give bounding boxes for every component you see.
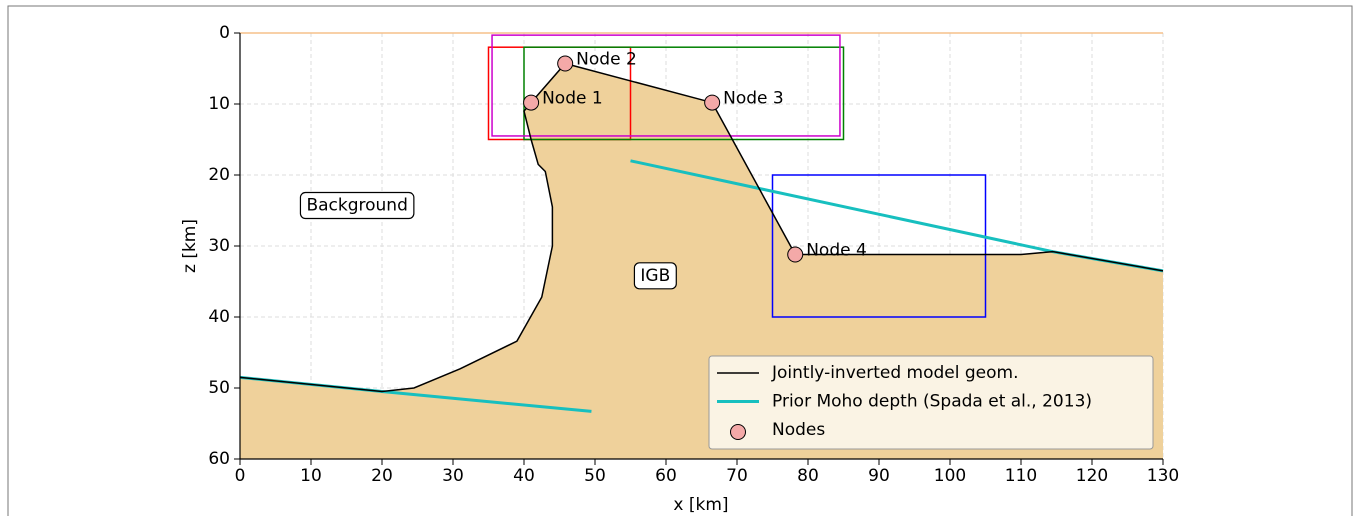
node bbox=[523, 94, 540, 111]
figure-frame bbox=[7, 5, 1353, 516]
node-label: Node 3 bbox=[723, 89, 784, 109]
node bbox=[557, 55, 574, 72]
node-label: Node 2 bbox=[576, 50, 637, 70]
node-label: Node 1 bbox=[542, 89, 603, 109]
legend-label: Prior Moho depth (Spada et al., 2013) bbox=[772, 392, 1092, 412]
node bbox=[787, 246, 804, 263]
y-tick-label: 30 bbox=[208, 236, 230, 256]
x-tick-label: 20 bbox=[371, 466, 393, 486]
annotation-box bbox=[633, 262, 677, 290]
y-tick-label: 10 bbox=[208, 94, 230, 114]
legend-swatch bbox=[730, 424, 746, 440]
x-tick-label: 50 bbox=[584, 466, 606, 486]
annotation: IGB bbox=[640, 266, 670, 286]
x-tick-label: 60 bbox=[655, 466, 677, 486]
x-tick-label: 10 bbox=[300, 466, 322, 486]
legend-label: Jointly-inverted model geom. bbox=[771, 363, 1018, 383]
bound-box bbox=[523, 46, 845, 141]
legend-box bbox=[708, 355, 1154, 450]
y-tick-label: 60 bbox=[208, 449, 230, 469]
bound-box bbox=[491, 34, 841, 137]
x-tick-label: 0 bbox=[235, 466, 246, 486]
x-axis-label: x [km] bbox=[673, 495, 728, 515]
x-tick-label: 30 bbox=[442, 466, 464, 486]
x-tick-label: 40 bbox=[513, 466, 535, 486]
bound-box bbox=[771, 174, 987, 318]
y-tick-label: 20 bbox=[208, 165, 230, 185]
x-tick-label: 130 bbox=[1147, 466, 1179, 486]
x-tick-label: 70 bbox=[726, 466, 748, 486]
annotation-box bbox=[299, 191, 415, 220]
y-tick-label: 0 bbox=[219, 23, 230, 43]
node bbox=[704, 94, 721, 111]
x-tick-label: 100 bbox=[934, 466, 966, 486]
x-tick-label: 110 bbox=[1005, 466, 1037, 486]
annotation: Background bbox=[306, 196, 407, 216]
x-tick-label: 90 bbox=[868, 466, 890, 486]
y-tick-label: 50 bbox=[208, 378, 230, 398]
y-axis-label: z [km] bbox=[180, 219, 200, 273]
node-label: Node 4 bbox=[806, 241, 867, 261]
legend-label: Nodes bbox=[772, 420, 825, 440]
x-tick-label: 120 bbox=[1076, 466, 1108, 486]
y-tick-label: 40 bbox=[208, 307, 230, 327]
x-tick-label: 80 bbox=[797, 466, 819, 486]
